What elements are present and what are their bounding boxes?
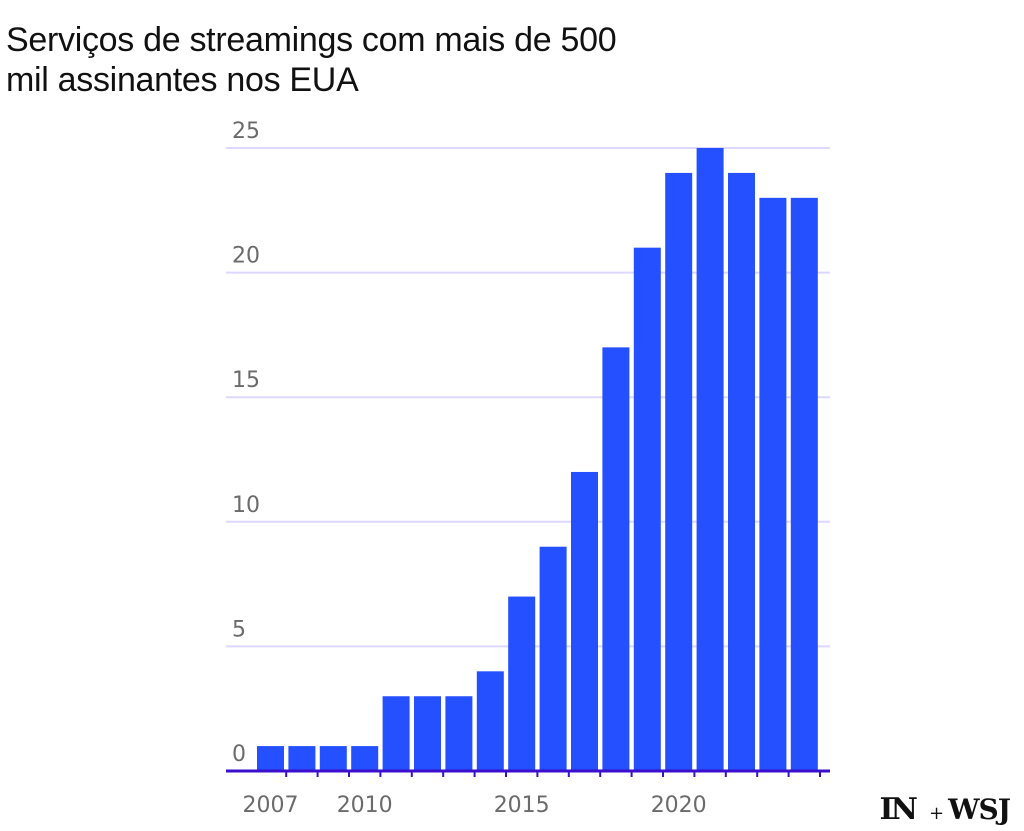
- x-axis: [226, 769, 830, 777]
- bar: [539, 546, 567, 771]
- bar: [351, 746, 379, 771]
- bars: [257, 148, 818, 772]
- bar: [696, 148, 724, 771]
- x-tick-label: 2015: [494, 793, 550, 818]
- bar: [759, 197, 787, 772]
- bar: [633, 247, 661, 771]
- bar: [414, 696, 441, 771]
- bar: [665, 172, 693, 772]
- bar: [602, 347, 630, 771]
- bar: [288, 746, 316, 771]
- y-tick-label: 0: [232, 742, 246, 767]
- chart-title: Serviços de streamings com mais de 500 m…: [6, 21, 617, 99]
- logo-in: IN: [879, 792, 919, 827]
- publisher-logo: IN + WSJ: [879, 792, 1011, 827]
- bar: [382, 696, 410, 771]
- bar: [476, 671, 504, 771]
- x-tick-label: 2020: [651, 793, 707, 818]
- logo-wsj: WSJ: [948, 793, 1011, 826]
- logo-plus: +: [928, 803, 945, 824]
- y-tick-label: 25: [232, 119, 260, 144]
- y-tick-label: 15: [232, 368, 260, 393]
- bar: [508, 596, 536, 771]
- bar: [728, 172, 755, 772]
- y-tick-label: 5: [232, 617, 246, 642]
- y-axis-ticks: 0 5 10 15 20 25: [232, 119, 260, 767]
- bar: [257, 746, 284, 771]
- x-axis-ticks: 2007 2010 2015 2020: [243, 793, 707, 818]
- bar: [790, 197, 818, 772]
- y-tick-label: 20: [232, 244, 260, 269]
- x-tick-label: 2007: [243, 793, 299, 818]
- x-tick-label: 2010: [337, 793, 393, 818]
- bar: [445, 696, 473, 771]
- bar: [571, 471, 598, 771]
- bar: [319, 746, 347, 771]
- y-tick-label: 10: [232, 493, 260, 518]
